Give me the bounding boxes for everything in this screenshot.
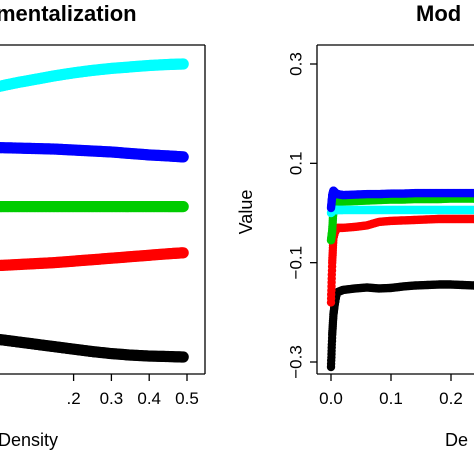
right-title: Mod xyxy=(416,1,461,26)
right-y-axis-label: Value xyxy=(236,190,256,235)
left-series-1-point xyxy=(177,151,189,163)
right-y-tick-label: −0.3 xyxy=(286,345,305,379)
right-x-tick-label: 0.2 xyxy=(439,389,463,408)
right-y-tick-label: 0.1 xyxy=(286,152,305,176)
right-panel: Mod 0.3 0.1 −0.1 −0.3 0.0 0.1 0.2 Value De xyxy=(236,1,474,450)
left-title: mentalization xyxy=(0,1,137,26)
left-x-ticks: .2 0.3 0.4 0.5 xyxy=(67,374,199,408)
left-series-0-point xyxy=(177,58,189,70)
right-y-ticks: 0.3 0.1 −0.1 −0.3 xyxy=(286,52,317,379)
right-y-tick-label: −0.1 xyxy=(286,246,305,280)
right-x-tick-label: 0.1 xyxy=(379,389,403,408)
left-x-tick-label: 0.5 xyxy=(175,389,199,408)
left-series-3-point xyxy=(177,247,189,259)
left-series-4-point xyxy=(177,351,189,363)
left-x-tick-label: 0.4 xyxy=(137,389,161,408)
left-series-2-point xyxy=(177,201,189,213)
left-x-tick-label: 0.3 xyxy=(100,389,124,408)
left-panel: mentalization .2 0.3 0.4 0.5 Density xyxy=(0,1,206,450)
right-y-tick-label: 0.3 xyxy=(286,52,305,76)
left-x-axis-label: Density xyxy=(0,430,58,450)
right-x-tick-label: 0.0 xyxy=(319,389,343,408)
right-x-axis-label: De xyxy=(445,430,468,450)
left-x-tick-label: .2 xyxy=(67,389,81,408)
right-x-ticks: 0.0 0.1 0.2 xyxy=(319,374,463,408)
right-series-group xyxy=(326,186,474,372)
left-series-group xyxy=(0,58,189,363)
